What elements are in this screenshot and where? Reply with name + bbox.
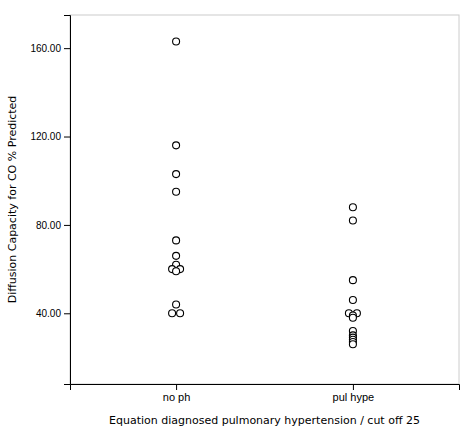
x-axis-line <box>71 385 460 391</box>
x-axis: no ph pul hype <box>71 384 460 403</box>
point <box>349 217 356 224</box>
point <box>169 310 176 317</box>
y-tick-label: 120.00 <box>30 131 61 142</box>
plot: 40.00 80.00 120.00 160.00 no ph pul hype <box>30 15 459 403</box>
x-tick-label: no ph <box>163 391 191 403</box>
x-tick-mark <box>176 384 177 390</box>
y-tick-label: 160.00 <box>30 43 61 54</box>
point <box>173 301 180 308</box>
y-tick-label: 40.00 <box>36 308 61 319</box>
point <box>173 188 180 195</box>
point <box>349 341 356 348</box>
y-axis: 40.00 80.00 120.00 160.00 <box>30 16 70 385</box>
chart: 40.00 80.00 120.00 160.00 no ph pul hype Equat… <box>0 0 474 436</box>
point <box>173 252 180 259</box>
x-tick: no ph <box>163 384 191 403</box>
point <box>173 38 180 45</box>
point <box>349 204 356 211</box>
y-tick-mark <box>64 313 70 314</box>
point <box>177 310 184 317</box>
x-tick-mark <box>353 384 354 390</box>
y-tick: 80.00 <box>36 220 70 231</box>
point <box>349 277 356 284</box>
x-axis-title: Equation diagnosed pulmonary hypertensio… <box>109 414 420 427</box>
point <box>349 314 356 321</box>
y-axis-line <box>64 16 71 385</box>
point <box>173 237 180 244</box>
y-axis-title: Diffusion Capacity for CO % Predicted <box>6 96 19 304</box>
point <box>349 297 356 304</box>
point <box>173 268 180 275</box>
point <box>173 142 180 149</box>
y-tick-mark <box>64 225 70 226</box>
y-tick-mark <box>64 137 70 138</box>
plot-frame <box>70 15 459 384</box>
y-tick-mark <box>64 48 70 49</box>
y-tick: 40.00 <box>36 308 70 319</box>
y-tick-label: 80.00 <box>36 220 61 231</box>
y-tick: 160.00 <box>30 43 70 54</box>
point <box>173 171 180 178</box>
y-tick: 120.00 <box>30 131 70 142</box>
x-tick: pul hype <box>333 384 375 403</box>
x-tick-label: pul hype <box>333 391 375 403</box>
points <box>169 38 361 348</box>
